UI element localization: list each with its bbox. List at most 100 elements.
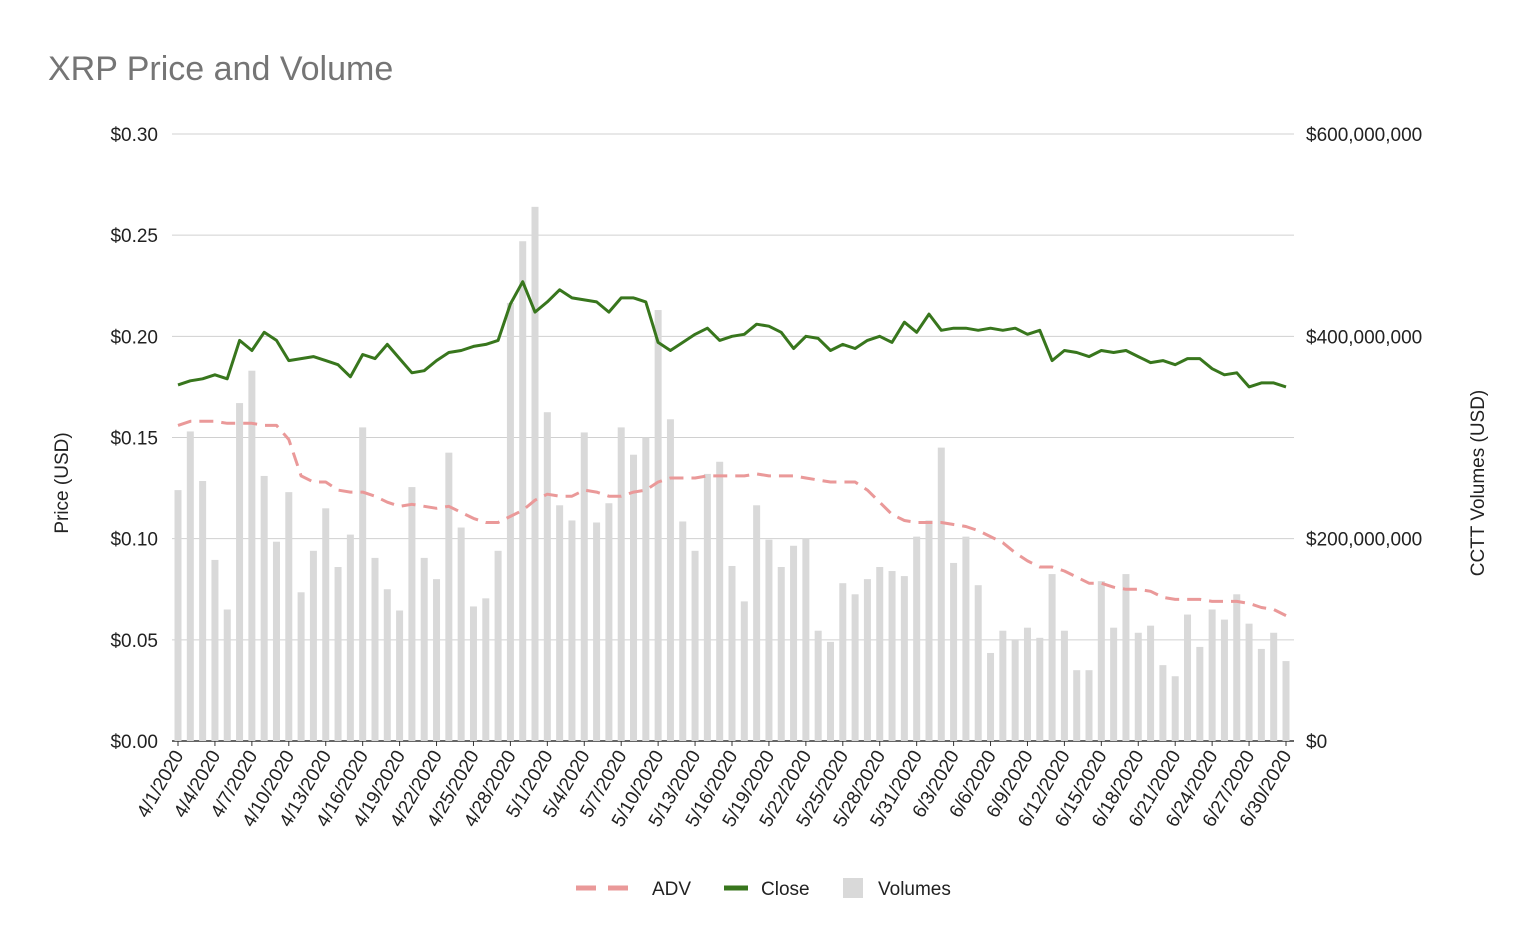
volume-bar <box>1060 630 1068 741</box>
volume-bar <box>1184 614 1192 741</box>
y-tick-label-left: $0.25 <box>110 226 158 247</box>
volume-bar <box>716 461 724 741</box>
volume-bar <box>839 583 847 741</box>
volume-bars <box>174 206 1290 742</box>
volume-bar <box>445 452 453 741</box>
legend-item-adv[interactable]: ADV <box>576 879 691 900</box>
volume-bar <box>260 475 268 741</box>
volume-bar <box>457 527 465 741</box>
legend-label-close: Close <box>761 879 810 900</box>
volume-bar <box>691 550 699 741</box>
volume-bar <box>999 630 1007 741</box>
volume-bar <box>199 481 207 741</box>
volume-bar <box>396 610 404 741</box>
volume-bar <box>494 550 502 741</box>
volume-bar <box>1134 632 1142 741</box>
volume-bar <box>950 562 958 741</box>
volume-bar <box>666 419 674 741</box>
volume-bar <box>1085 670 1093 741</box>
volume-bar <box>630 454 638 741</box>
series-line-adv <box>177 419 1287 617</box>
volume-bar <box>1233 594 1241 741</box>
volume-bar <box>297 592 305 741</box>
series-lines <box>177 280 1287 617</box>
legend-label-volumes: Volumes <box>878 879 951 900</box>
volume-bar <box>1122 574 1130 741</box>
volume-bar <box>802 538 810 741</box>
volume-bar <box>642 437 650 741</box>
volume-bar <box>740 601 748 741</box>
volume-bar <box>925 520 933 741</box>
volume-bar <box>753 505 761 741</box>
volume-bar <box>383 589 391 741</box>
y-tick-label-left: $0.10 <box>110 530 158 551</box>
volume-bar <box>876 566 884 741</box>
volume-bar <box>211 559 219 741</box>
volume-bar <box>851 594 859 741</box>
volume-bar <box>1159 665 1167 741</box>
volume-bar <box>519 241 527 741</box>
volume-bar <box>703 473 711 741</box>
legend: ADV Close Volumes <box>576 878 951 900</box>
volume-bar <box>1208 609 1216 741</box>
y-tick-label-left: $0.00 <box>110 732 158 753</box>
volume-bar <box>1171 676 1179 741</box>
volume-bar <box>974 585 982 741</box>
chart-title: XRP Price and Volume <box>48 50 393 88</box>
volume-bar <box>1147 625 1155 741</box>
right-axis-title: CCTT Volumes (USD) <box>1468 390 1489 577</box>
volume-bar <box>617 427 625 741</box>
volume-bar <box>285 492 293 741</box>
volume-bar <box>593 522 601 741</box>
volume-bar <box>1023 627 1031 741</box>
volume-bar <box>236 403 244 741</box>
volume-bar <box>1220 619 1228 741</box>
volume-bar <box>334 566 342 741</box>
volume-bar <box>186 431 194 741</box>
left-axis-title: Price (USD) <box>52 432 73 533</box>
y-tick-label-left: $0.30 <box>110 125 158 146</box>
y-tick-label-left: $0.20 <box>110 327 158 348</box>
volume-bar <box>1245 623 1253 741</box>
y-tick-label-right: $400,000,000 <box>1306 327 1422 348</box>
left-axis-ticks: $0.00 $0.05 $0.10 $0.15 $0.20 $0.25 $0.30 <box>110 125 158 753</box>
volume-bar <box>1270 632 1278 741</box>
volume-bar <box>1011 639 1019 741</box>
volume-bar <box>580 432 588 741</box>
volume-bar <box>223 609 231 741</box>
volume-bar <box>371 557 379 741</box>
volume-bar <box>568 520 576 741</box>
legend-item-close[interactable]: Close <box>724 879 810 900</box>
volume-bar <box>1110 627 1118 741</box>
volume-bar <box>272 541 280 741</box>
volume-bar <box>174 490 182 741</box>
volume-bar <box>987 652 995 741</box>
legend-item-volumes[interactable]: Volumes <box>843 878 951 900</box>
legend-swatch-volumes <box>843 878 863 898</box>
volume-bar <box>359 427 367 741</box>
y-tick-label-right: $600,000,000 <box>1306 125 1422 146</box>
volume-bar <box>309 550 317 741</box>
x-axis-ticks: 4/1/20204/4/20204/7/20204/10/20204/13/20… <box>133 741 1296 831</box>
series-line-close <box>177 280 1287 389</box>
volume-bar <box>962 536 970 741</box>
volume-bar <box>863 579 871 741</box>
volume-bar <box>826 641 834 741</box>
volume-bar <box>1048 574 1056 741</box>
volume-bar <box>433 579 441 741</box>
volume-bar <box>408 487 416 741</box>
volume-bar <box>1097 581 1105 741</box>
volume-bar <box>1196 646 1204 741</box>
volume-bar <box>543 412 551 741</box>
volume-bar <box>937 447 945 741</box>
volume-bar <box>888 571 896 741</box>
volume-bar <box>765 539 773 741</box>
y-tick-label-right: $200,000,000 <box>1306 530 1422 551</box>
volume-bar <box>605 503 613 741</box>
volume-bar <box>679 521 687 741</box>
volume-bar <box>506 302 514 741</box>
volume-bar <box>248 370 256 741</box>
volume-bar <box>777 566 785 741</box>
volume-bar <box>1073 670 1081 741</box>
